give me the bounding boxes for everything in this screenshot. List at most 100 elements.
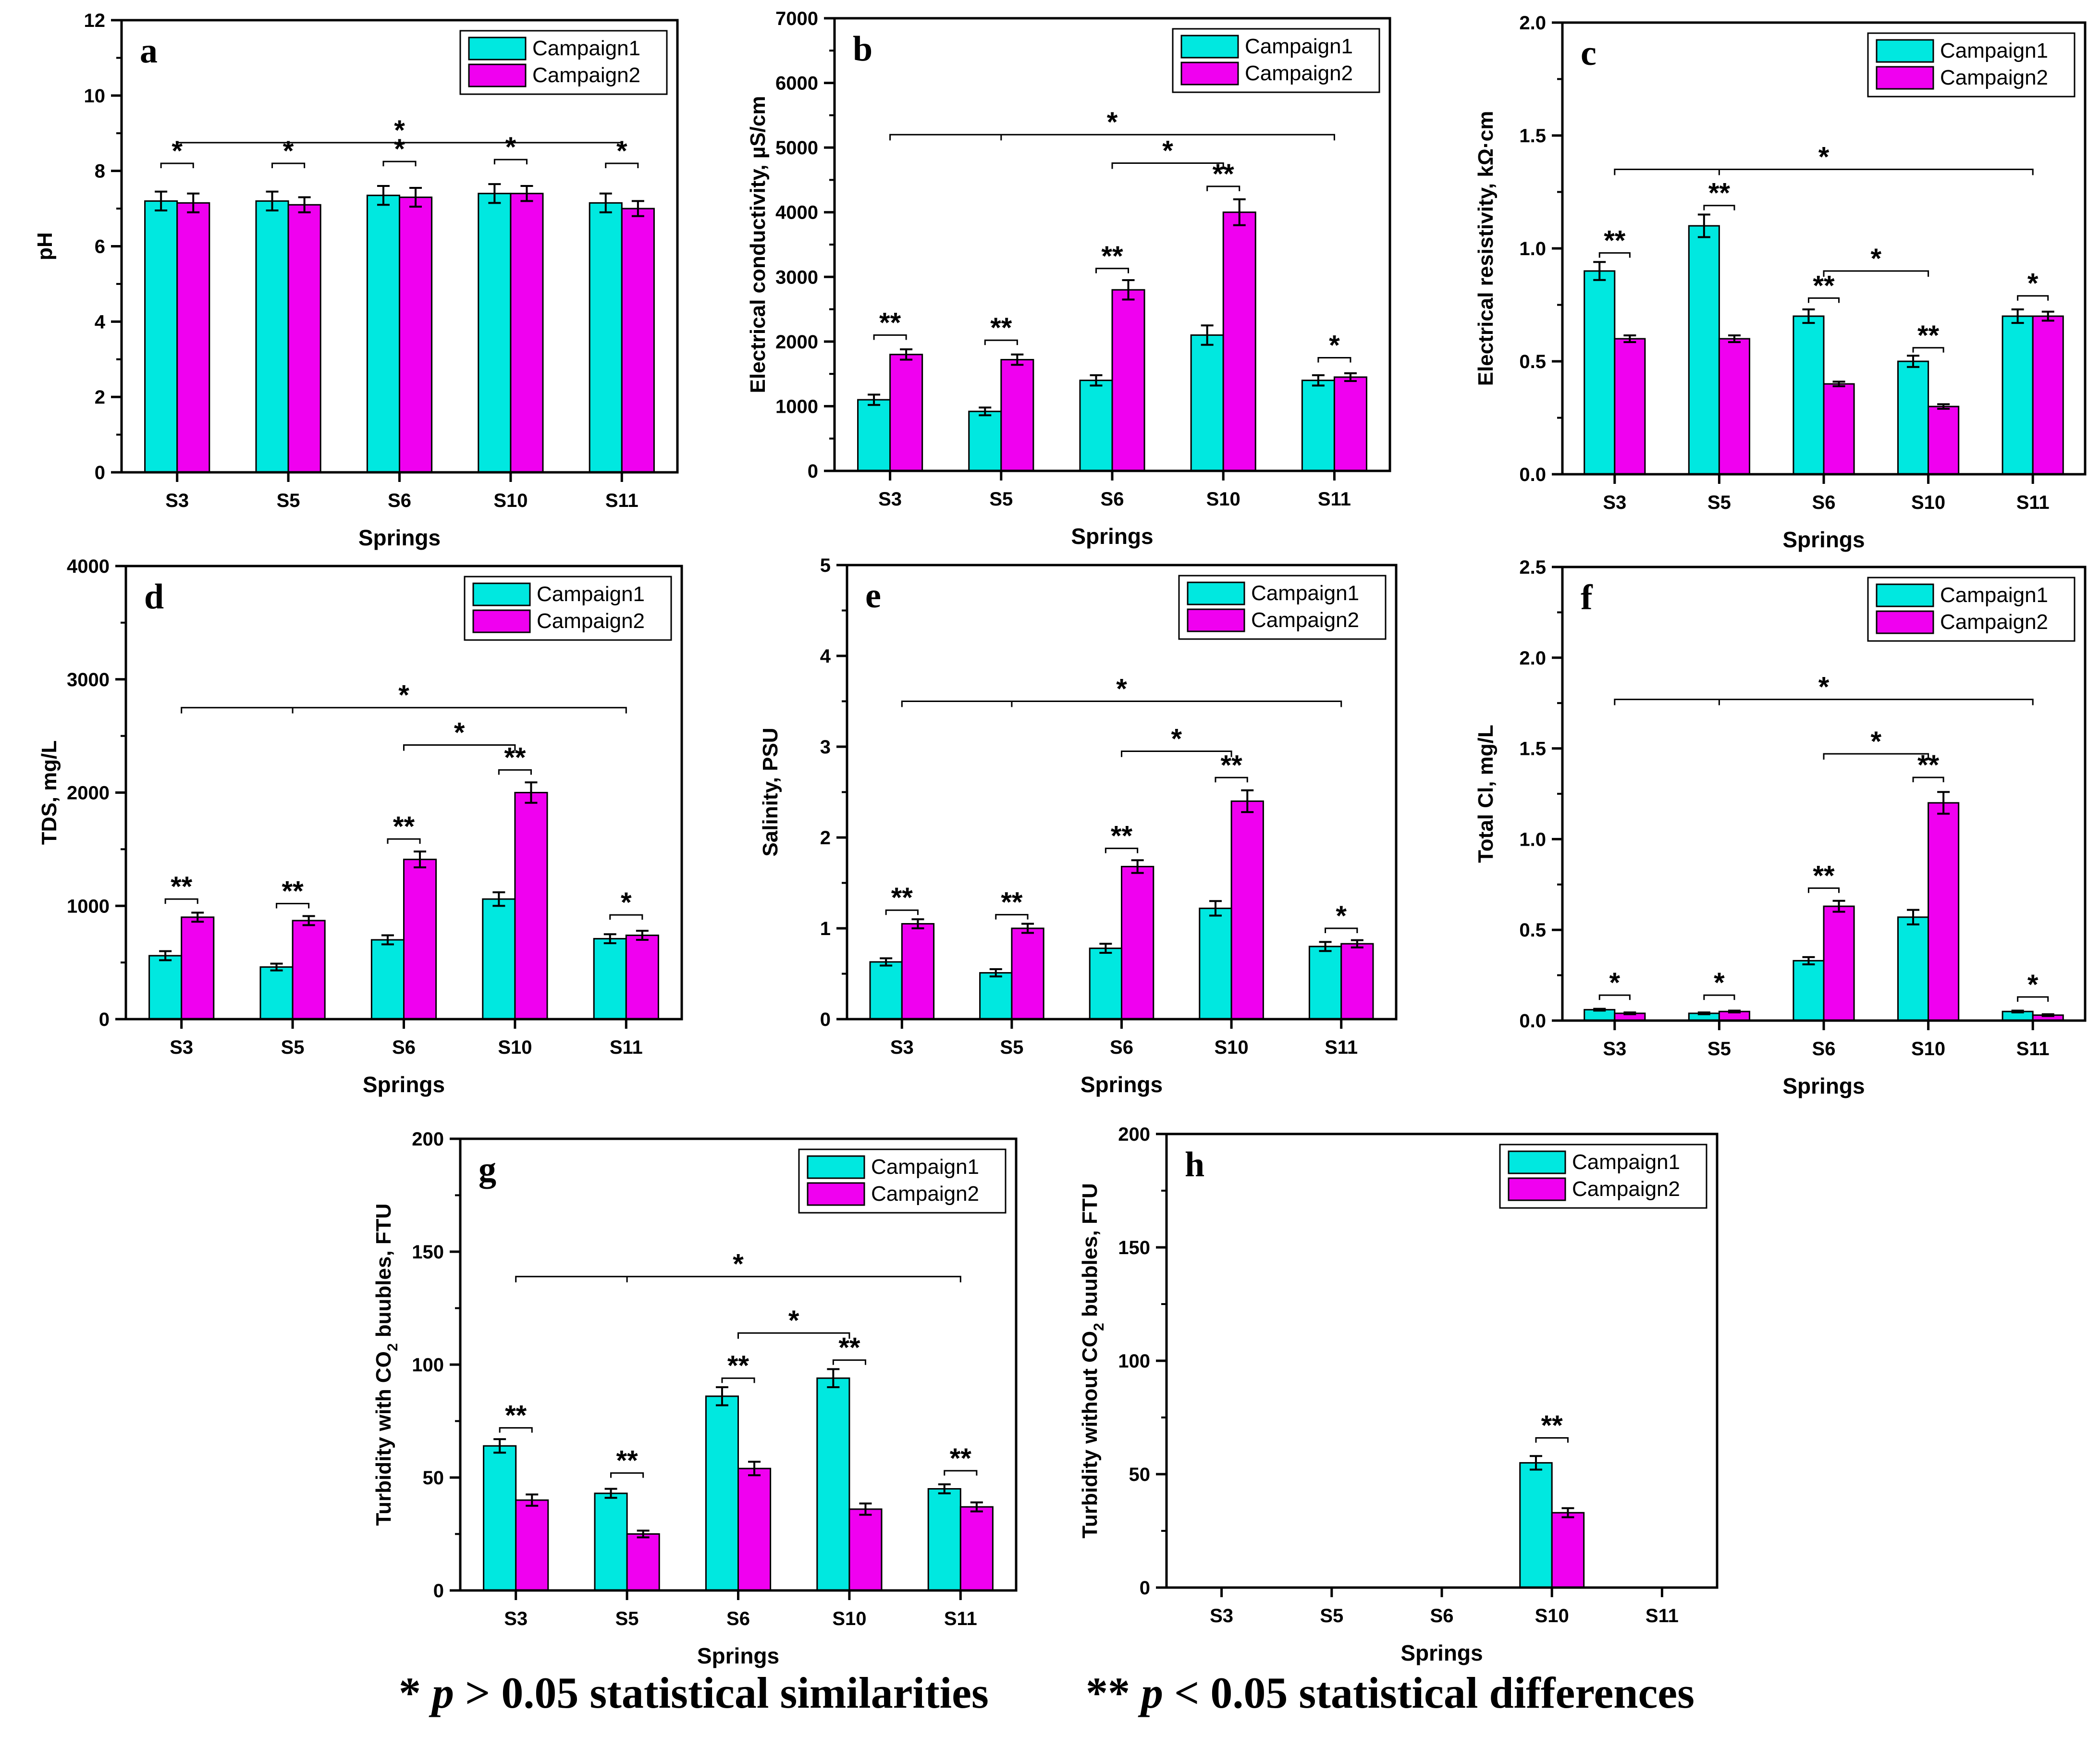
significance-mark: ** xyxy=(1813,860,1835,891)
y-tick-label: 2000 xyxy=(67,783,110,804)
significance-mark: ** xyxy=(1917,320,1940,351)
y-tick-label: 0 xyxy=(99,1009,110,1030)
bar-S11-Campaign2 xyxy=(621,208,655,473)
y-tick-label: 4 xyxy=(820,646,831,667)
significance-mark: * xyxy=(398,680,409,711)
significance-bracket xyxy=(995,914,1029,920)
significance-mark: * xyxy=(1818,672,1830,703)
significance-mark: ** xyxy=(505,1400,527,1431)
y-tick-label: 150 xyxy=(1118,1237,1150,1258)
bar-S5-Campaign2 xyxy=(287,204,321,473)
y-tick-label: 2.0 xyxy=(1519,648,1546,669)
significance-bracket xyxy=(1535,1437,1569,1443)
y-axis-title-subscript: 2 xyxy=(385,1343,401,1351)
bar-S10-Campaign2 xyxy=(1928,406,1960,475)
significance-mark: * xyxy=(505,132,516,163)
x-tick-label: S6 xyxy=(392,1037,416,1058)
legend-label-Campaign1: Campaign1 xyxy=(1940,39,2048,62)
x-tick-label: S11 xyxy=(1646,1605,1679,1626)
y-tick-label: 150 xyxy=(412,1242,444,1263)
bar-S5-Campaign2 xyxy=(626,1533,660,1591)
panel-label: e xyxy=(865,576,881,616)
significance-mark: * xyxy=(172,136,183,167)
bar-S10-Campaign1 xyxy=(1897,916,1929,1022)
significance-bracket xyxy=(382,160,417,167)
significance-mark: ** xyxy=(1604,225,1626,256)
bar-S11-Campaign2 xyxy=(1340,943,1374,1020)
y-tick-label: 0 xyxy=(433,1580,444,1601)
x-axis-title: Springs xyxy=(1782,1073,1865,1098)
footnote-diff-text: < 0.05 statistical differences xyxy=(1163,1668,1695,1717)
panel-f: 0.00.51.01.52.02.5* ********S3 S5 S6 S10 S11S… xyxy=(1474,557,2087,1098)
significance-bracket xyxy=(1807,297,1840,303)
legend-label-Campaign1: Campaign1 xyxy=(537,582,645,606)
significance-span-bracket xyxy=(1823,270,1929,277)
significance-mark: ** xyxy=(727,1350,749,1381)
bar-S10-Campaign2 xyxy=(1551,1512,1585,1589)
significance-mark: * xyxy=(394,115,405,146)
x-tick-label: S10 xyxy=(1206,489,1240,510)
legend-label-Campaign2: Campaign2 xyxy=(1940,66,2048,89)
significance-span-bracket xyxy=(1614,169,2034,175)
bar-S6-Campaign2 xyxy=(1823,905,1855,1022)
bar-S3-Campaign2 xyxy=(889,354,923,472)
significance-bracket xyxy=(1912,776,1944,783)
significance-mark: * xyxy=(1171,723,1182,754)
significance-mark: ** xyxy=(1111,821,1133,852)
bar-S10-Campaign1 xyxy=(1199,907,1232,1020)
bar-S6-Campaign2 xyxy=(737,1467,772,1591)
y-axis-title: Turbidity with CO2 buubles, FTU xyxy=(372,1204,401,1526)
y-tick-label: 1.5 xyxy=(1519,739,1546,760)
legend-label-Campaign2: Campaign2 xyxy=(1572,1177,1680,1201)
bar-S10-Campaign2 xyxy=(510,193,544,473)
y-tick-label: 1.5 xyxy=(1519,125,1546,147)
legend-label-Campaign2: Campaign2 xyxy=(1251,608,1359,632)
significance-mark: ** xyxy=(950,1443,972,1474)
bar-S11-Campaign2 xyxy=(1333,376,1367,472)
legend: Campaign1 Campaign2 xyxy=(798,1148,1007,1214)
x-tick-label: S3 xyxy=(170,1037,193,1058)
significance-mark: * xyxy=(1871,243,1882,274)
significance-bracket xyxy=(984,339,1018,345)
panel-label: h xyxy=(1185,1145,1204,1184)
bar-S5-Campaign1 xyxy=(1688,225,1720,475)
y-tick-label: 2 xyxy=(820,827,831,849)
significance-mark: ** xyxy=(1101,241,1123,272)
significance-span-bracket xyxy=(515,1276,961,1282)
significance-mark: * xyxy=(283,136,294,167)
x-tick-label: S11 xyxy=(2016,492,2050,513)
x-axis-title: Springs xyxy=(1081,1072,1163,1097)
significance-bracket xyxy=(164,898,198,904)
legend-label-Campaign2: Campaign2 xyxy=(537,609,645,633)
panel-label: g xyxy=(479,1150,496,1189)
legend-swatch-Campaign2 xyxy=(1876,66,1934,90)
bar-S6-Campaign2 xyxy=(1111,289,1145,472)
bar-S5-Campaign2 xyxy=(1011,927,1044,1020)
legend: Campaign1 Campaign2 xyxy=(1867,32,2075,98)
y-tick-label: 0 xyxy=(1140,1577,1150,1599)
bar-S3-Campaign2 xyxy=(901,923,935,1020)
significance-bracket xyxy=(2017,295,2049,301)
y-tick-label: 5000 xyxy=(775,137,818,159)
significance-mark: * xyxy=(1329,330,1340,361)
y-axis-title: Salinity, PSU xyxy=(759,727,782,856)
bar-S10-Campaign2 xyxy=(1222,211,1256,472)
legend: Campaign1 Campaign2 xyxy=(1178,575,1387,640)
significance-mark: ** xyxy=(282,876,304,907)
y-tick-label: 3 xyxy=(820,737,831,758)
significance-bracket xyxy=(1807,887,1840,893)
significance-bracket xyxy=(721,1377,755,1383)
significance-bracket xyxy=(276,903,310,909)
bar-S5-Campaign2 xyxy=(1718,338,1751,475)
y-tick-label: 1000 xyxy=(775,396,818,417)
significance-bracket xyxy=(499,1427,533,1433)
y-axis-title: Total Cl, mg/L xyxy=(1474,725,1498,863)
x-axis-title: Springs xyxy=(1071,524,1153,549)
significance-bracket xyxy=(1912,347,1944,353)
legend-swatch-Campaign2 xyxy=(807,1182,865,1206)
bar-S3-Campaign1 xyxy=(148,955,183,1020)
bar-S5-Campaign2 xyxy=(292,920,326,1020)
significance-mark: * xyxy=(2027,969,2039,1000)
